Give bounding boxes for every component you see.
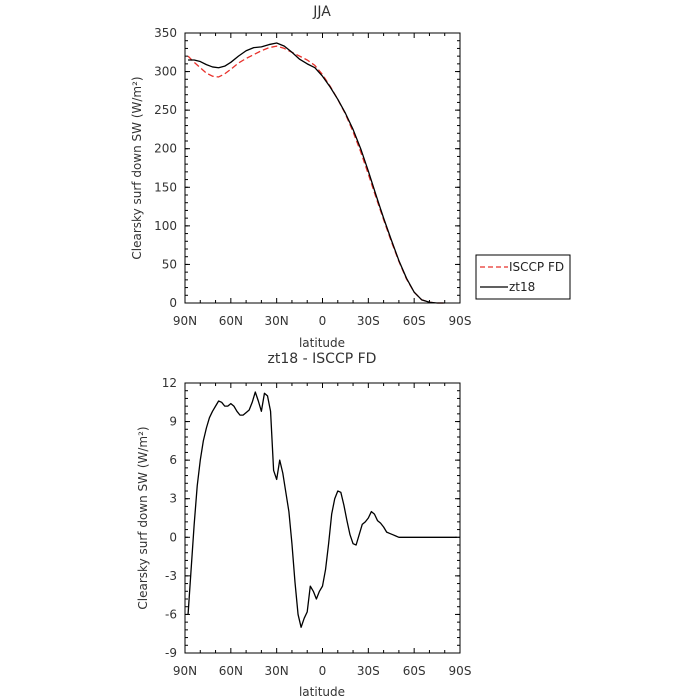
series-line-isccp-fd	[187, 45, 445, 304]
legend-box	[475, 254, 571, 300]
y-tick-label: 150	[154, 180, 177, 194]
y-tick-label: -9	[165, 646, 177, 660]
y-axis-title: Clearsky surf down SW (W/m²)	[136, 426, 150, 609]
y-tick-label: 3	[169, 492, 177, 506]
legend-label-isccp: ISCCP FD	[509, 260, 564, 274]
x-tick-label: 0	[319, 314, 327, 328]
x-tick-label: 30S	[357, 314, 380, 328]
series-line-difference	[187, 391, 457, 628]
y-tick-label: 9	[169, 415, 177, 429]
y-tick-label: 50	[162, 257, 177, 271]
y-tick-label: 6	[169, 453, 177, 467]
x-tick-label: 90N	[173, 314, 197, 328]
panel-bottom: zt18 - ISCCP FD 90N 60N 30N 0 30S 60S 90S -9 -6 -…	[136, 351, 471, 699]
x-tick-label: 60S	[403, 664, 426, 678]
x-tick-label: 90S	[449, 664, 472, 678]
x-tick-label: 30N	[265, 664, 289, 678]
x-tick-label: 60N	[219, 664, 243, 678]
chart-title: zt18 - ISCCP FD	[268, 351, 377, 367]
legend-label-zt18: zt18	[509, 280, 535, 294]
y-tick-label: 12	[162, 376, 177, 390]
x-tick-label: 30S	[357, 664, 380, 678]
x-tick-label: 60S	[403, 314, 426, 328]
panel-top: JJA 90N 60N 30N 0 30S 60S 90S 0 50 100 150 200 250 30…	[130, 4, 571, 350]
x-tick-label: 30N	[265, 314, 289, 328]
x-tick-label: 90S	[449, 314, 472, 328]
x-axis-title: latitude	[299, 685, 345, 699]
y-tick-label: 0	[169, 530, 177, 544]
x-axis-title: latitude	[299, 336, 345, 350]
y-tick-label: 350	[154, 26, 177, 40]
y-tick-label: 100	[154, 219, 177, 233]
y-tick-label: 200	[154, 142, 177, 156]
legend: ISCCP FD zt18	[475, 254, 571, 300]
y-tick-label: 0	[169, 296, 177, 310]
x-tick-label: 0	[319, 664, 327, 678]
plot-frame	[184, 382, 461, 654]
y-tick-label: 250	[154, 103, 177, 117]
y-tick-label: 300	[154, 65, 177, 79]
x-tick-label: 60N	[219, 314, 243, 328]
y-tick-label: -6	[165, 607, 177, 621]
chart-title: JJA	[312, 4, 331, 20]
y-axis-title: Clearsky surf down SW (W/m²)	[130, 76, 144, 259]
y-tick-label: -3	[165, 569, 177, 583]
x-tick-label: 90N	[173, 664, 197, 678]
series-line-zt18	[188, 42, 445, 304]
